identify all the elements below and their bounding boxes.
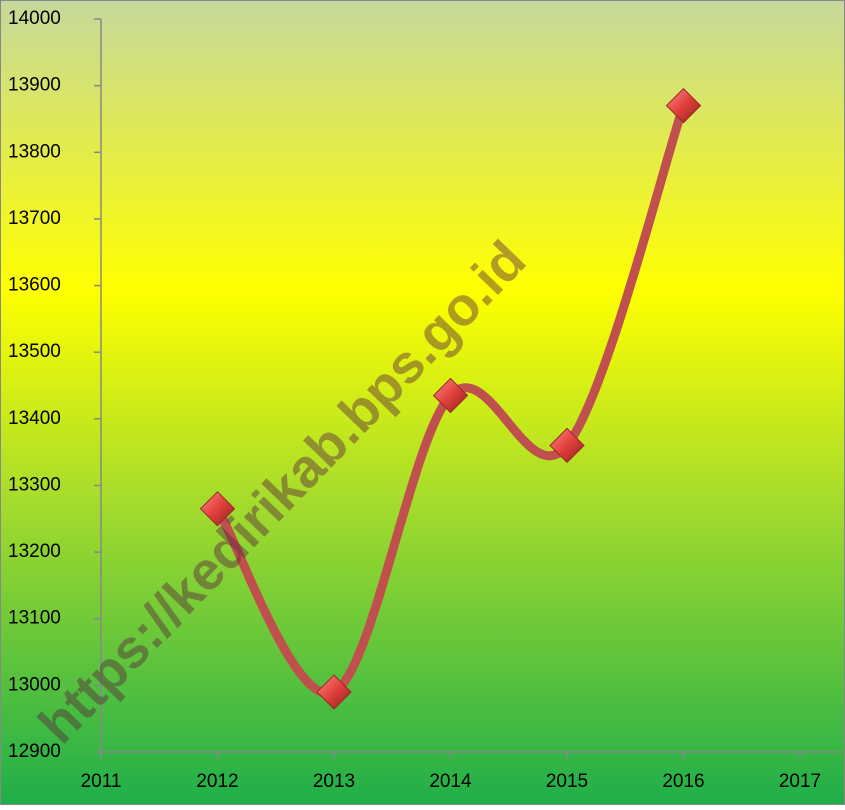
x-tick-label: 2015	[546, 771, 588, 792]
x-tick-label: 2014	[429, 771, 472, 792]
y-tick-label: 13100	[8, 608, 61, 629]
y-tick-label: 14000	[8, 8, 61, 29]
x-tick-label: 2011	[81, 771, 122, 792]
x-tick-label: 2012	[196, 771, 238, 792]
y-tick-label: 13200	[8, 541, 61, 562]
x-tick-label: 2013	[313, 771, 355, 792]
y-tick-label: 12900	[8, 741, 61, 762]
marker	[316, 674, 352, 710]
marker	[199, 491, 236, 527]
y-tick-label: 13400	[8, 408, 61, 429]
y-tick-label: 13500	[8, 341, 61, 362]
y-tick-label: 13600	[8, 275, 61, 296]
marker	[549, 427, 585, 464]
x-tick-label: 2016	[662, 771, 704, 792]
y-tick-label: 13900	[8, 75, 61, 96]
marker	[432, 377, 469, 414]
y-tick-label: 13700	[8, 208, 61, 229]
x-tick-label: 2017	[779, 771, 821, 792]
y-tick-label: 13300	[8, 474, 61, 495]
marker	[665, 87, 702, 124]
y-tick-label: 13000	[8, 674, 61, 695]
y-tick-label: 13800	[8, 141, 61, 162]
